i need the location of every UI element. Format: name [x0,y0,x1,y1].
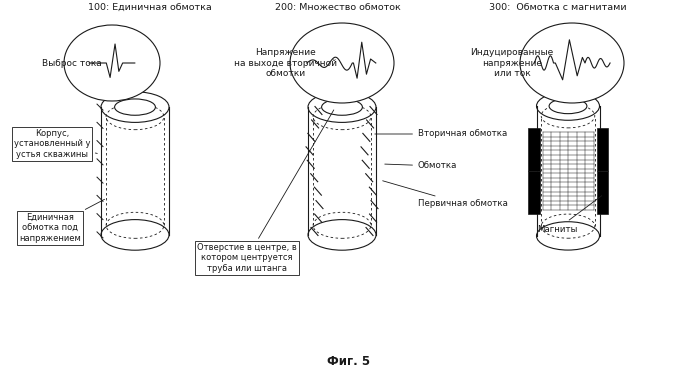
Ellipse shape [308,220,376,250]
Text: Магниты: Магниты [537,196,602,233]
Ellipse shape [101,92,169,123]
Ellipse shape [537,222,600,250]
Text: 200: Множество обмоток: 200: Множество обмоток [275,3,401,12]
Bar [101,107,169,235]
Ellipse shape [549,99,587,114]
Text: 100: Единичная обмотка: 100: Единичная обмотка [88,3,212,12]
Text: Выброс тока: Выброс тока [42,59,102,68]
Text: Первичная обмотка: Первичная обмотка [383,181,508,209]
Text: Фиг. 5: Фиг. 5 [327,355,371,368]
Bar [597,171,608,214]
Ellipse shape [114,99,156,115]
Bar [528,171,540,214]
Bar [308,107,376,235]
Bar [597,127,608,171]
Text: Отверстие в центре, в
котором центруется
труба или штанга: Отверстие в центре, в котором центруется… [197,110,334,273]
Text: 300:  Обмотка с магнитами: 300: Обмотка с магнитами [489,3,627,12]
Text: Единичная
обмотка под
напряжением: Единичная обмотка под напряжением [19,199,105,243]
Text: Индуцированные
напряжение
или ток: Индуцированные напряжение или ток [470,48,554,78]
Text: Напряжение
на выходе вторичной
обмотки: Напряжение на выходе вторичной обмотки [235,48,338,78]
Text: Вторичная обмотка: Вторичная обмотка [375,129,507,138]
Ellipse shape [520,23,624,103]
Ellipse shape [101,220,169,250]
Text: Корпус,
установленный у
устья скважины: Корпус, установленный у устья скважины [14,129,97,159]
Ellipse shape [322,99,362,115]
Text: Обмотка: Обмотка [385,162,457,170]
Ellipse shape [290,23,394,103]
Bar [528,127,540,171]
Ellipse shape [64,25,160,101]
Ellipse shape [537,92,600,120]
Ellipse shape [308,92,376,123]
Bar [537,106,600,236]
